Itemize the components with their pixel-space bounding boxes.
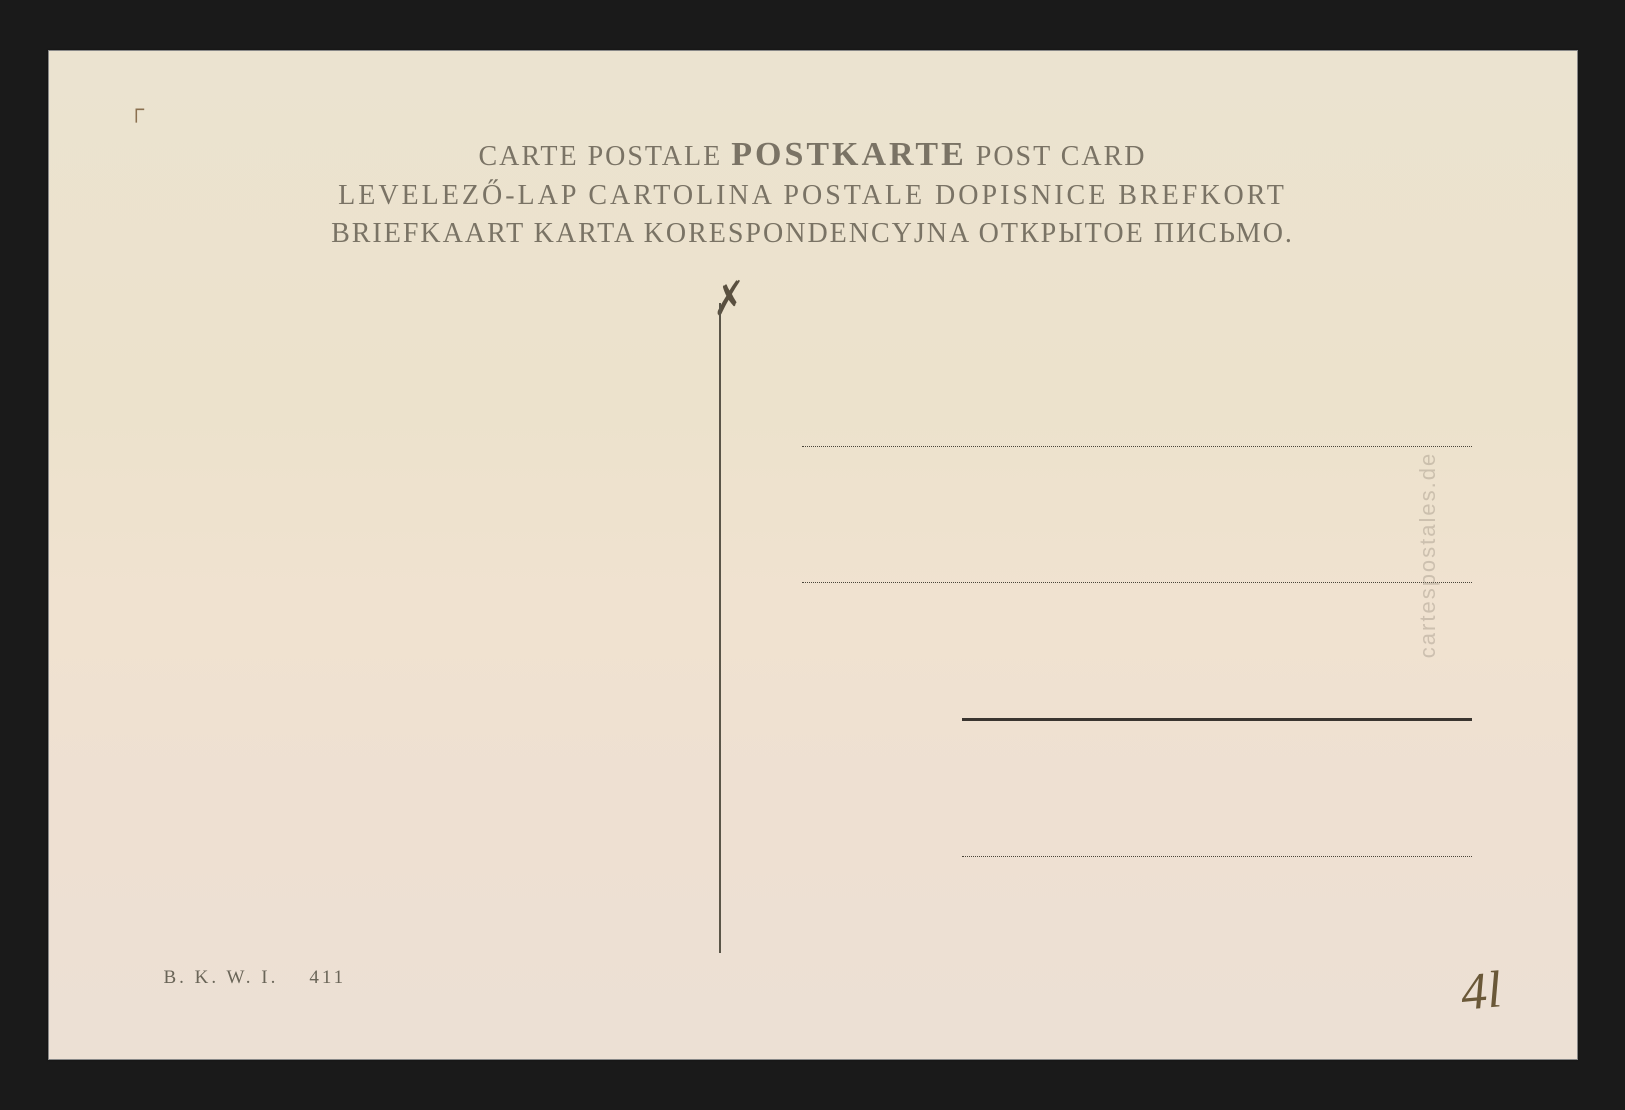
- header-line-2: LEVELEZŐ-LAP CARTOLINA POSTALE DOPISNICE…: [49, 180, 1577, 212]
- header-french: CARTE POSTALE: [478, 141, 722, 172]
- handwritten-cross-mark: ✗: [703, 272, 748, 326]
- publisher-initials: B. K. W. I.: [164, 967, 279, 988]
- publisher-number: 411: [309, 967, 346, 988]
- address-line-2: [802, 582, 1472, 583]
- address-section: [802, 446, 1472, 857]
- address-line-1: [802, 446, 1472, 447]
- center-divider: [719, 303, 721, 953]
- postcard-container: ┌ CARTE POSTALE POSTKARTE POST CARD LEVE…: [48, 50, 1578, 1060]
- topleft-mark: ┌: [129, 96, 145, 122]
- postcard-header: CARTE POSTALE POSTKARTE POST CARD LEVELE…: [49, 51, 1577, 250]
- header-line-1: CARTE POSTALE POSTKARTE POST CARD: [49, 136, 1577, 174]
- header-english: POST CARD: [976, 141, 1147, 172]
- watermark-text: cartespostales.de: [1415, 452, 1441, 658]
- header-german: POSTKARTE: [731, 136, 967, 173]
- handwritten-bottom-number: 4l: [1459, 960, 1504, 1022]
- address-line-4: [962, 856, 1472, 857]
- address-line-3: [962, 718, 1472, 721]
- header-line-3: BRIEFKAART KARTA KORESPONDENCYJNA ОТКРЫТ…: [49, 218, 1577, 250]
- publisher-code: B. K. W. I. 411: [164, 967, 347, 989]
